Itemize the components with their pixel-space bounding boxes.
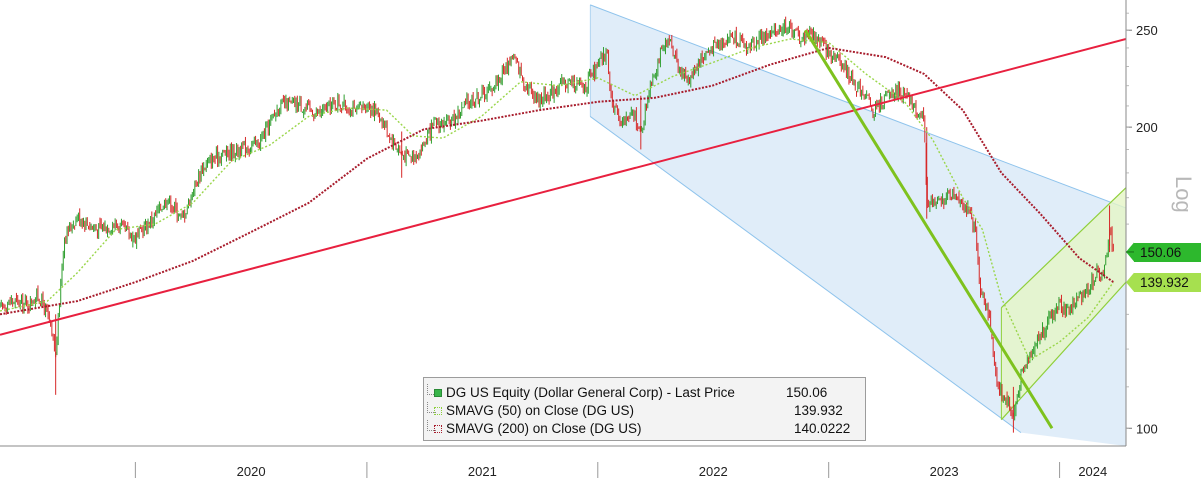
price-candles: [0, 16, 1114, 433]
sma200-line: [0, 46, 1114, 316]
legend-swatch-sma200: [434, 425, 442, 433]
legend-swatch-price: [434, 389, 442, 397]
chart-legend: DG US Equity (Dollar General Corp) - Las…: [423, 377, 866, 441]
x-tick-label: 2022: [699, 464, 728, 479]
log-scale-label: Log: [1171, 176, 1196, 213]
legend-tree-icon: [427, 384, 436, 395]
support-trendline: [0, 38, 1126, 336]
uptrend-upper-line: [1000, 187, 1126, 309]
sma50-line: [0, 38, 1114, 362]
legend-label-sma200: SMAVG (200) on Close (DG US): [446, 421, 642, 436]
legend-tree-icon: [427, 420, 436, 431]
x-tick-label: 2021: [468, 464, 497, 479]
x-tick-label: 2024: [1078, 464, 1107, 479]
legend-value-sma200: 140.0222: [794, 421, 851, 436]
legend-swatch-sma50: [434, 407, 442, 415]
legend-value-sma50: 139.932: [794, 403, 843, 418]
y-tick-label: 200: [1136, 120, 1158, 135]
x-tick-label: 2020: [237, 464, 266, 479]
downtrend-line: [804, 29, 1054, 430]
last-price-tag: 150.06: [1134, 242, 1201, 262]
legend-tree-icon: [427, 402, 436, 413]
value-tag-arrow: [1126, 272, 1134, 292]
plot-area: [0, 4, 1126, 446]
sma50-value-tag: 139.932: [1134, 273, 1201, 293]
x-tick-label: 2023: [930, 464, 959, 479]
legend-value-price: 150.06: [786, 385, 828, 400]
y-tick-label: 100: [1136, 421, 1158, 436]
channel-lower-line: [589, 116, 1022, 434]
legend-label-sma50: SMAVG (50) on Close (DG US): [446, 403, 635, 418]
legend-label-price: DG US Equity (Dollar General Corp) - Las…: [446, 385, 735, 400]
y-tick-label: 250: [1136, 23, 1158, 38]
channel-upper-line: [590, 4, 1126, 209]
uptrend-lower-line: [1000, 281, 1126, 421]
